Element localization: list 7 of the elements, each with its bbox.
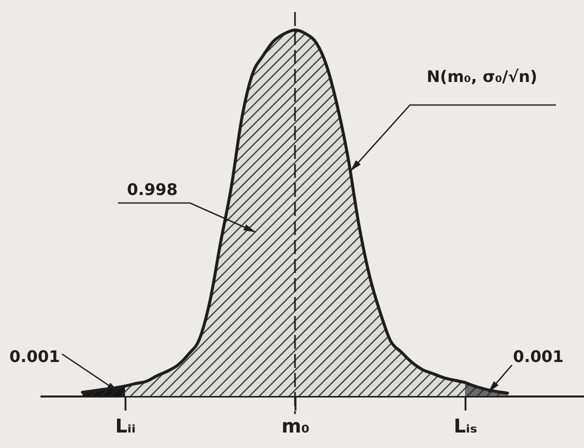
- annotation: 0.998: [127, 180, 178, 199]
- x-tick-label: m₀: [281, 416, 310, 438]
- annotation: 0.001: [513, 347, 564, 366]
- x-tick-label: Lᵢₛ: [454, 416, 478, 438]
- x-tick-label: Lᵢᵢ: [115, 416, 136, 438]
- annotation: N(m₀, σ₀/√n): [426, 67, 538, 86]
- text: 0.001: [9, 347, 60, 366]
